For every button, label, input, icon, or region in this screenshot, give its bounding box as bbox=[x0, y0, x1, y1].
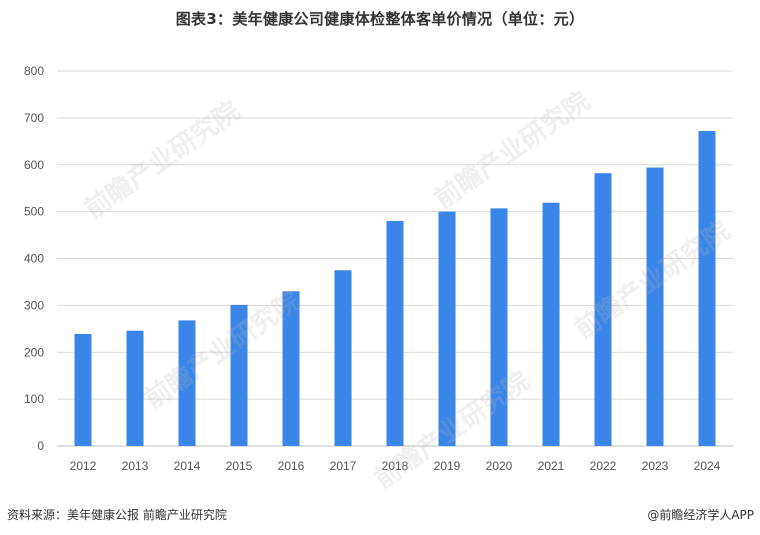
source-note: 资料来源：美年健康公报 前瞻产业研究院 bbox=[7, 508, 227, 522]
bar bbox=[178, 320, 196, 446]
x-tick-label: 2014 bbox=[174, 459, 201, 473]
brand-credit: @前瞻经济学人APP bbox=[647, 508, 754, 522]
x-tick-label: 2019 bbox=[434, 459, 461, 473]
x-tick-label: 2012 bbox=[70, 459, 97, 473]
y-tick-label: 500 bbox=[24, 205, 44, 219]
bar bbox=[438, 211, 456, 446]
footer: 资料来源：美年健康公报 前瞻产业研究院 @前瞻经济学人APP bbox=[0, 506, 760, 528]
x-tick-label: 2020 bbox=[486, 459, 513, 473]
x-tick-label: 2015 bbox=[226, 459, 253, 473]
bar bbox=[542, 202, 560, 446]
x-tick-label: 2022 bbox=[590, 459, 617, 473]
y-tick-label: 700 bbox=[24, 111, 44, 125]
x-tick-label: 2018 bbox=[382, 459, 409, 473]
bar bbox=[698, 131, 716, 446]
bar bbox=[74, 333, 92, 446]
x-tick-label: 2021 bbox=[538, 459, 565, 473]
x-tick-label: 2023 bbox=[642, 459, 669, 473]
bar bbox=[282, 291, 300, 446]
chart-title: 图表3：美年健康公司健康体检整体客单价情况（单位：元） bbox=[175, 10, 585, 28]
y-tick-label: 600 bbox=[24, 158, 44, 172]
x-tick-label: 2017 bbox=[330, 459, 357, 473]
bar bbox=[594, 173, 612, 446]
bar bbox=[334, 270, 352, 446]
y-tick-label: 800 bbox=[24, 64, 44, 78]
bar bbox=[646, 167, 664, 446]
x-tick-label: 2024 bbox=[694, 459, 721, 473]
bar-chart: 0 100 200 300 400 500 600 700 800 2012 2013 2014 201… bbox=[24, 64, 733, 473]
x-tick-label: 2013 bbox=[122, 459, 149, 473]
bar bbox=[126, 330, 144, 446]
y-tick-label: 100 bbox=[24, 392, 44, 406]
y-tick-label: 0 bbox=[37, 439, 44, 453]
y-tick-label: 400 bbox=[24, 252, 44, 266]
bar bbox=[490, 208, 508, 446]
bar bbox=[386, 221, 404, 446]
bar bbox=[230, 304, 248, 446]
y-tick-label: 200 bbox=[24, 345, 44, 359]
y-tick-label: 300 bbox=[24, 298, 44, 312]
x-tick-label: 2016 bbox=[278, 459, 305, 473]
